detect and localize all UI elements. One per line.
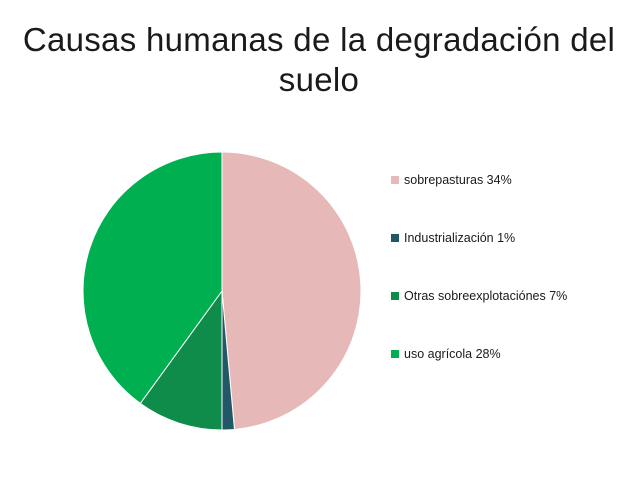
chart-legend: sobrepasturas 34% Industrialización 1% O… <box>391 170 567 402</box>
legend-label: Industrialización 1% <box>404 231 516 245</box>
chart-title-line-2: suelo <box>278 61 360 98</box>
pie-slices <box>82 151 362 431</box>
legend-item-sobrepasturas: sobrepasturas 34% <box>391 170 567 190</box>
legend-item-uso-agricola: uso agrícola 28% <box>391 344 567 364</box>
pie-slice-0 <box>221 151 362 430</box>
legend-swatch <box>391 292 399 300</box>
chart-title-line-1: Causas humanas de la degradación del <box>22 21 616 58</box>
chart-title: Causas humanas de la degradación del sue… <box>20 20 618 100</box>
legend-item-otras-sobreexplotaciones: Otras sobreexplotaciónes 7% <box>391 286 567 306</box>
pie-slice-2 <box>139 289 223 431</box>
legend-swatch <box>391 350 399 358</box>
legend-label: sobrepasturas 34% <box>404 173 512 187</box>
legend-item-industrializacion: Industrialización 1% <box>391 228 567 248</box>
legend-swatch <box>391 234 399 242</box>
legend-label: uso agrícola 28% <box>404 347 501 361</box>
legend-swatch <box>391 176 399 184</box>
pie-slice-3 <box>82 151 223 405</box>
legend-label: Otras sobreexplotaciónes 7% <box>404 289 568 303</box>
